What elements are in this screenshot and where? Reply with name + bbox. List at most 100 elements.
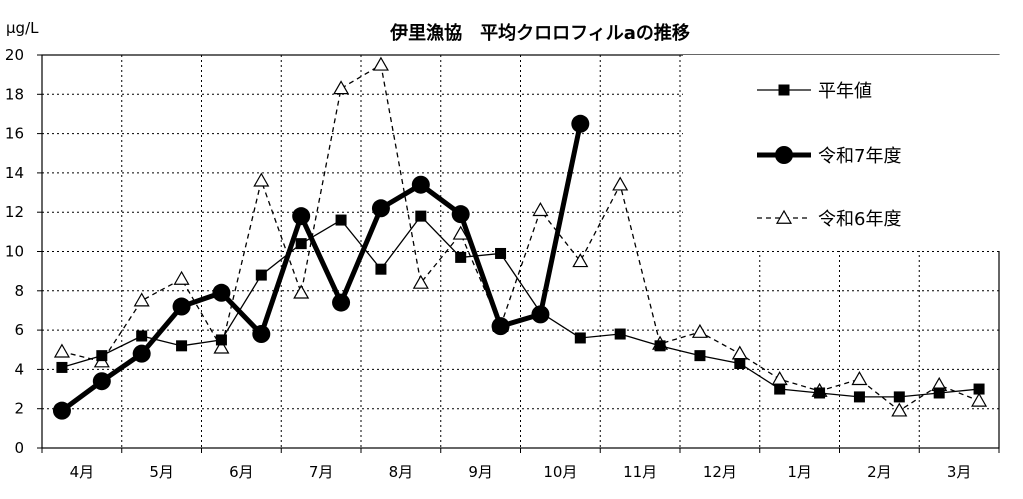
x-tick-label: 3月 <box>947 463 972 481</box>
x-tick-label: 5月 <box>149 463 174 481</box>
x-tick-label: 10月 <box>543 463 577 481</box>
data-point <box>215 334 227 346</box>
data-point <box>92 372 111 391</box>
data-point <box>891 402 908 417</box>
data-point <box>654 340 666 352</box>
x-tick-label: 6月 <box>229 463 254 481</box>
data-point <box>933 387 945 399</box>
data-point <box>851 371 868 386</box>
y-tick-label: 6 <box>14 321 24 339</box>
data-point <box>136 330 148 342</box>
y-tick-label: 10 <box>5 243 24 261</box>
data-point <box>612 176 629 191</box>
y-tick-label: 14 <box>5 164 24 182</box>
x-tick-labels: 4月 5月 6月 7月 8月 9月 10月 11月 12月 1月 2月 3月 <box>70 463 972 481</box>
data-point <box>56 361 68 373</box>
data-point <box>173 270 190 285</box>
series-1 <box>52 114 590 420</box>
data-point <box>971 392 988 407</box>
legend-marker <box>775 209 793 224</box>
data-point <box>973 383 985 395</box>
data-point <box>853 391 865 403</box>
data-point <box>372 56 389 71</box>
axes <box>37 54 1000 453</box>
data-point <box>96 350 108 362</box>
y-tick-label: 18 <box>5 85 24 103</box>
x-tick-label: 11月 <box>623 463 657 481</box>
legend-marker <box>778 84 790 96</box>
data-point <box>52 401 71 420</box>
data-point <box>293 284 310 299</box>
data-point <box>213 339 230 354</box>
data-point <box>491 317 510 336</box>
data-point <box>734 358 746 370</box>
y-tick-label: 16 <box>5 125 24 143</box>
data-point <box>532 202 549 217</box>
x-tick-label: 12月 <box>703 463 737 481</box>
data-point <box>691 323 708 338</box>
data-point <box>375 263 387 275</box>
data-point <box>411 175 430 194</box>
data-point <box>335 214 347 226</box>
data-point <box>814 387 826 399</box>
data-point <box>212 283 231 302</box>
series-line <box>61 215 980 398</box>
data-point <box>495 247 507 259</box>
x-tick-label: 2月 <box>867 463 892 481</box>
data-point <box>295 238 307 250</box>
y-tick-label: 2 <box>14 400 24 418</box>
series-line <box>60 123 583 413</box>
data-point <box>53 343 70 358</box>
legend-label: 平年値 <box>818 81 872 102</box>
series-lines <box>52 56 988 420</box>
data-point <box>614 328 626 340</box>
x-tick-label: 7月 <box>309 463 334 481</box>
legend-label: 令和6年度 <box>818 209 901 230</box>
data-point <box>253 172 270 187</box>
chart-title: 伊里漁協 平均クロロフィルaの推移 <box>389 22 690 44</box>
y-tick-label: 0 <box>14 439 24 457</box>
x-tick-label: 1月 <box>787 463 812 481</box>
data-point <box>452 225 469 240</box>
x-tick-label: 8月 <box>389 463 414 481</box>
legend-item: 平年値 <box>757 81 872 102</box>
y-tick-label: 4 <box>14 360 24 378</box>
y-tick-labels: 0 2 4 6 8 10 12 14 16 18 20 <box>5 46 24 457</box>
data-point <box>371 199 390 218</box>
series-0 <box>56 210 985 403</box>
y-tick-label: 8 <box>14 282 24 300</box>
data-point <box>333 80 350 95</box>
data-point <box>455 251 467 263</box>
series-line <box>61 63 980 412</box>
data-point <box>774 383 786 395</box>
data-point <box>571 114 590 133</box>
data-point <box>332 293 351 312</box>
data-point <box>132 344 151 363</box>
data-point <box>292 207 311 226</box>
y-tick-label: 20 <box>5 46 24 64</box>
legend-item: 令和6年度 <box>757 209 901 230</box>
y-axis-label: μg/L <box>6 19 39 37</box>
data-point <box>133 292 150 307</box>
data-point <box>255 269 267 281</box>
legend-box <box>683 55 1001 251</box>
data-point <box>412 274 429 289</box>
data-point <box>572 253 589 268</box>
data-point <box>531 305 550 324</box>
legend-label: 令和7年度 <box>818 146 901 167</box>
data-point <box>176 340 188 352</box>
data-point <box>893 391 905 403</box>
x-tick-label: 4月 <box>70 463 95 481</box>
legend-marker <box>775 146 793 164</box>
legend-item: 令和7年度 <box>757 146 901 167</box>
data-point <box>694 350 706 362</box>
data-point <box>574 332 586 344</box>
data-point <box>172 297 191 316</box>
x-tick-label: 9月 <box>468 463 493 481</box>
y-tick-label: 12 <box>5 203 24 221</box>
data-point <box>451 205 470 224</box>
data-point <box>252 325 271 344</box>
data-point <box>415 210 427 222</box>
